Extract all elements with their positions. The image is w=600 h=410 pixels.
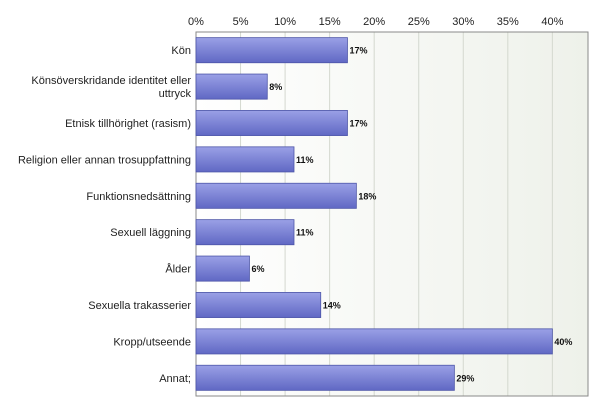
data-label: 17% bbox=[349, 119, 367, 129]
bar bbox=[195, 364, 455, 391]
bar bbox=[195, 37, 348, 64]
data-label: 11% bbox=[296, 155, 314, 165]
bar bbox=[195, 328, 553, 355]
x-tick-label: 35% bbox=[497, 16, 519, 28]
category-label: Annat; bbox=[159, 373, 191, 385]
data-label: 8% bbox=[269, 82, 282, 92]
data-label: 6% bbox=[251, 264, 264, 274]
bar bbox=[195, 255, 250, 282]
x-tick-label: 20% bbox=[363, 16, 385, 28]
x-tick-label: 15% bbox=[319, 16, 341, 28]
category-label: Etnisk tillhörighet (rasism) bbox=[65, 118, 191, 130]
x-tick-label: 25% bbox=[408, 16, 430, 28]
category-label: Kön bbox=[171, 45, 191, 57]
category-label: Kropp/utseende bbox=[113, 336, 191, 348]
category-label: Religion eller annan trosuppfattning bbox=[18, 154, 191, 166]
category-label: Sexuella trakasserier bbox=[88, 300, 191, 312]
category-label: Funktionsnedsättning bbox=[86, 191, 191, 203]
data-label: 18% bbox=[358, 191, 376, 201]
data-label: 14% bbox=[323, 301, 341, 311]
bar bbox=[195, 110, 348, 136]
plot-frame bbox=[195, 31, 589, 397]
x-tick-label: 40% bbox=[541, 16, 563, 28]
category-label: Ålder bbox=[165, 263, 191, 276]
bar bbox=[195, 292, 322, 318]
bar bbox=[195, 219, 295, 246]
bar bbox=[195, 182, 357, 209]
bar bbox=[195, 146, 295, 173]
x-tick-label: 30% bbox=[452, 16, 474, 28]
x-tick-label: 5% bbox=[233, 16, 249, 28]
x-tick-label: 10% bbox=[274, 16, 296, 28]
data-label: 29% bbox=[456, 373, 474, 383]
bar bbox=[195, 73, 268, 100]
data-label: 11% bbox=[296, 228, 314, 238]
data-label: 17% bbox=[349, 46, 367, 56]
x-tick-label: 0% bbox=[188, 16, 204, 28]
category-label: Könsöverskridande identitet eller bbox=[31, 75, 191, 87]
category-label: uttryck bbox=[159, 88, 192, 100]
data-label: 40% bbox=[554, 337, 572, 347]
category-label: Sexuell läggning bbox=[110, 227, 191, 239]
